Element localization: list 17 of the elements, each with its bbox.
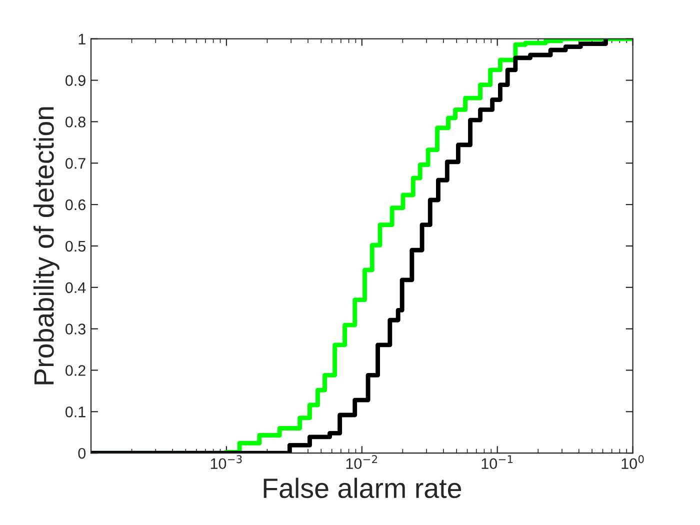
y-tick-label: 0.6 — [66, 199, 86, 210]
y-tick-label: 0.7 — [66, 158, 86, 169]
x-tick-label: 10$^{−1}$ — [482, 455, 513, 470]
y-axis-title: Probability of detection — [33, 107, 60, 384]
y-tick-label: 0.8 — [66, 116, 86, 128]
y-tick-label: 0.1 — [66, 406, 86, 418]
y-tick-label: 0.5 — [66, 240, 86, 252]
x-tick-label: 10$^{0}$ — [622, 455, 644, 470]
x-axis-title: False alarm rate — [264, 478, 462, 498]
y-tick-label: 0.2 — [66, 365, 86, 376]
x-tick-label: 10$^{−3}$ — [210, 455, 242, 470]
y-tick-label: 0.9 — [66, 75, 86, 86]
y-tick-label: 0.4 — [66, 282, 86, 294]
y-tick-label: 0.3 — [66, 324, 86, 334]
x-tick-label: 10$^{−2}$ — [346, 455, 378, 470]
y-tick-label: 0 — [78, 448, 86, 459]
y-tick-label: 1 — [78, 34, 86, 44]
